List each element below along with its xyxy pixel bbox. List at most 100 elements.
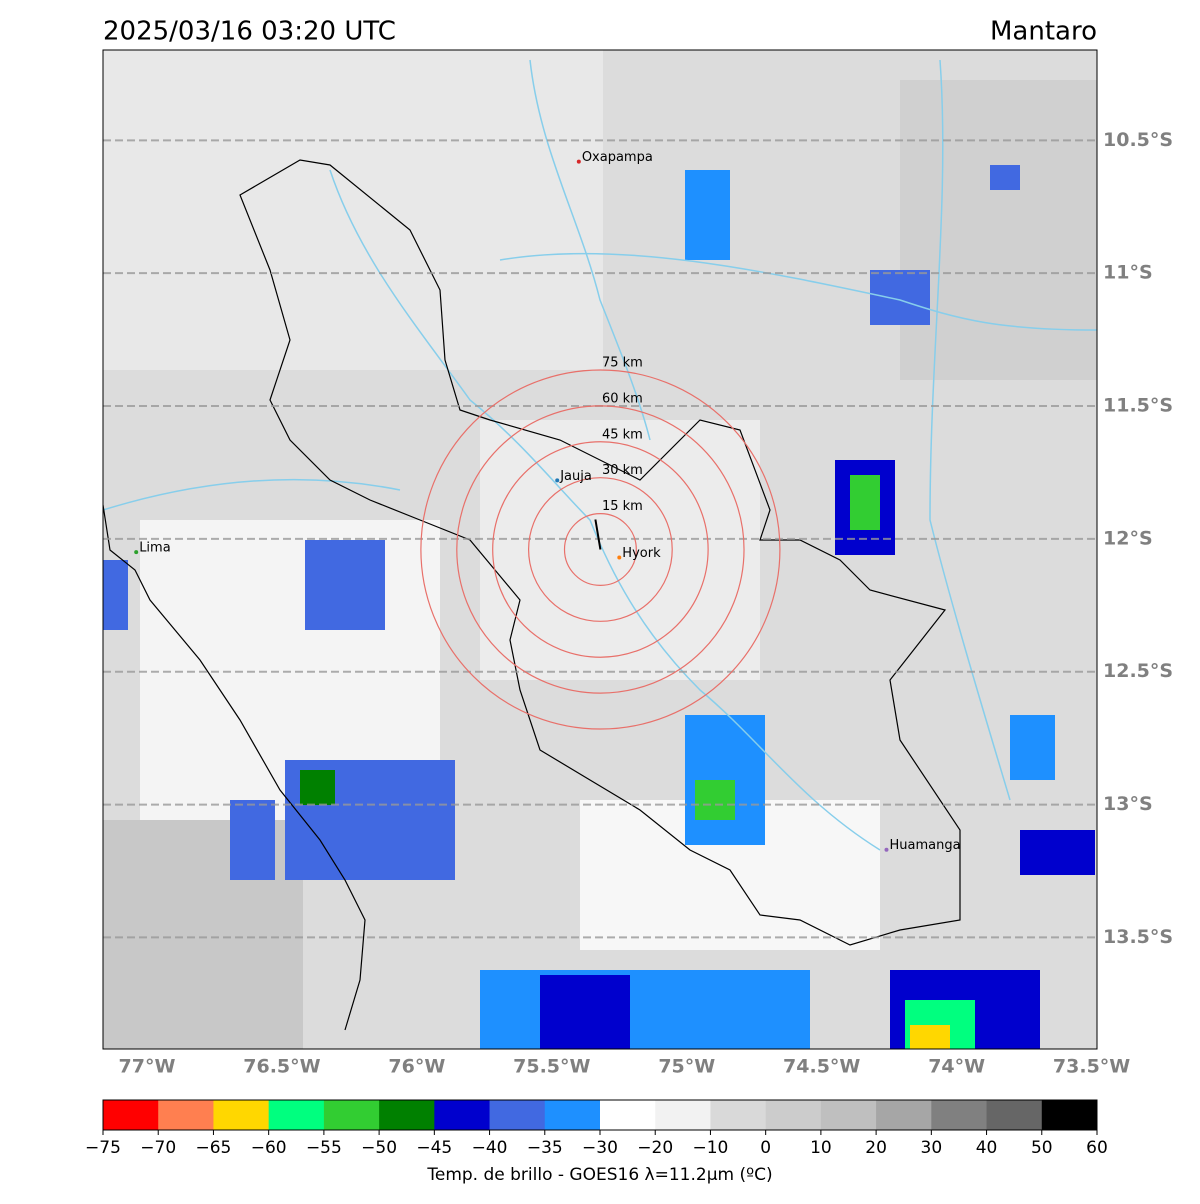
colorbar-tick-label: 10 — [810, 1138, 832, 1158]
lat-label: 12°S — [1103, 527, 1153, 549]
range-label: 75 km — [602, 355, 643, 370]
colorbar-tick-label: −55 — [306, 1138, 342, 1158]
colorbar-swatch — [710, 1100, 767, 1130]
map: 15 km 30 km 45 km 60 km 75 km Oxapampa Jauja L… — [103, 50, 1097, 1049]
places: Oxapampa Jauja Lima Hyork Huamanga — [134, 150, 961, 853]
range-ring — [492, 441, 709, 658]
colorbar-tick-label: 50 — [1031, 1138, 1053, 1158]
lat-label: 12.5°S — [1103, 660, 1173, 682]
cloud — [1020, 830, 1095, 875]
cloud — [305, 540, 385, 630]
colorbar-tick-label: −35 — [527, 1138, 563, 1158]
lon-label: 73.5°W — [1053, 1056, 1130, 1078]
lon-label: 75.5°W — [513, 1056, 590, 1078]
range-ring — [456, 405, 745, 694]
range-ring — [527, 477, 673, 622]
lat-label: 13°S — [1103, 793, 1153, 815]
basin-boundary — [239, 159, 961, 946]
place-dot — [134, 550, 139, 555]
cloud — [1010, 715, 1055, 780]
colorbar-tick-label: 40 — [976, 1138, 998, 1158]
range-ring — [563, 512, 637, 587]
colorbar-swatch — [820, 1100, 877, 1130]
colorbar-swatch — [323, 1100, 380, 1130]
lon-label: 77°W — [119, 1056, 176, 1078]
colorbar-tick-label: 30 — [921, 1138, 943, 1158]
colorbar-tick-label: −40 — [472, 1138, 508, 1158]
colorbar-swatch — [1041, 1100, 1098, 1130]
lat-label: 13.5°S — [1103, 926, 1173, 948]
range-label: 60 km — [602, 391, 643, 406]
place-label: Lima — [139, 541, 170, 556]
lon-label: 76°W — [388, 1056, 445, 1078]
cloud-patches — [103, 165, 1095, 1049]
place-label: Oxapampa — [582, 150, 653, 165]
colorbar-swatch — [434, 1100, 491, 1130]
rivers — [103, 59, 1097, 851]
river — [329, 169, 881, 851]
place-dot — [555, 478, 560, 483]
range-label: 15 km — [602, 499, 643, 514]
range-rings: 15 km 30 km 45 km 60 km 75 km — [420, 355, 781, 730]
colorbar-swatch — [876, 1100, 932, 1130]
range-ring — [420, 369, 781, 730]
imagery — [480, 420, 760, 680]
colorbar-tick-label: 0 — [760, 1138, 771, 1158]
colorbar-tick-label: −75 — [85, 1138, 121, 1158]
lon-label: 76.5°W — [243, 1056, 320, 1078]
colorbar-swatch — [379, 1100, 435, 1130]
cloud — [850, 475, 880, 530]
colorbar-tick-label: −45 — [416, 1138, 452, 1158]
lat-label: 11.5°S — [1103, 395, 1173, 417]
map-frame — [102, 49, 1098, 1050]
colorbar-swatch — [158, 1100, 214, 1130]
cloud — [685, 170, 730, 260]
place-label: Hyork — [622, 546, 661, 561]
title: 2025/03/16 03:20 UTC — [103, 17, 396, 47]
lon-label: 75°W — [658, 1056, 715, 1078]
lat-label: 11°S — [1103, 262, 1153, 284]
grid — [103, 139, 1097, 939]
colorbar-swatch — [931, 1100, 988, 1130]
colorbar-swatch — [544, 1100, 601, 1130]
colorbar-tick-label: −60 — [251, 1138, 287, 1158]
region: Mantaro — [990, 17, 1097, 47]
place-dot — [884, 847, 889, 852]
colorbar-swatch — [600, 1100, 656, 1130]
colorbar-swatch — [489, 1100, 546, 1130]
river — [103, 478, 401, 511]
colorbar-swatch — [765, 1100, 822, 1130]
range-label: 45 km — [602, 427, 643, 442]
cloud — [300, 770, 335, 805]
colorbar-swatch — [268, 1100, 325, 1130]
river — [929, 59, 1011, 801]
cloud — [695, 780, 735, 820]
colorbar-tick-label: 60 — [1086, 1138, 1108, 1158]
colorbar-swatch — [103, 1100, 159, 1130]
colorbar-tick-label: −50 — [361, 1138, 397, 1158]
colorbar-tick-label: 20 — [865, 1138, 887, 1158]
colorbar-swatch — [655, 1100, 711, 1130]
colorbar-swatch — [213, 1100, 270, 1130]
place-label: Huamanga — [889, 838, 960, 853]
cloud — [230, 800, 275, 880]
colorbar-label: Temp. de brillo - GOES16 λ=11.2μm (ºC) — [426, 1165, 772, 1185]
imagery — [900, 80, 1097, 380]
colorbar-swatch — [986, 1100, 1043, 1130]
coastline — [103, 504, 366, 1031]
colorbar-tick-label: −65 — [195, 1138, 231, 1158]
colorbar-tick-label: −10 — [692, 1138, 728, 1158]
colorbar-tick-label: −20 — [637, 1138, 673, 1158]
lon-label: 74°W — [928, 1056, 985, 1078]
cloud — [103, 560, 128, 630]
river — [499, 252, 1097, 331]
lat-label: 10.5°S — [1103, 129, 1173, 151]
river — [529, 59, 651, 441]
colorbar-tick-label: −70 — [140, 1138, 176, 1158]
axes: 10.5°S 11°S 11.5°S 12°S 12.5°S 13°S 13.5°S 77°W… — [119, 129, 1174, 1078]
place-dot — [617, 555, 622, 560]
imagery — [103, 50, 603, 370]
radar-beam — [594, 519, 602, 550]
